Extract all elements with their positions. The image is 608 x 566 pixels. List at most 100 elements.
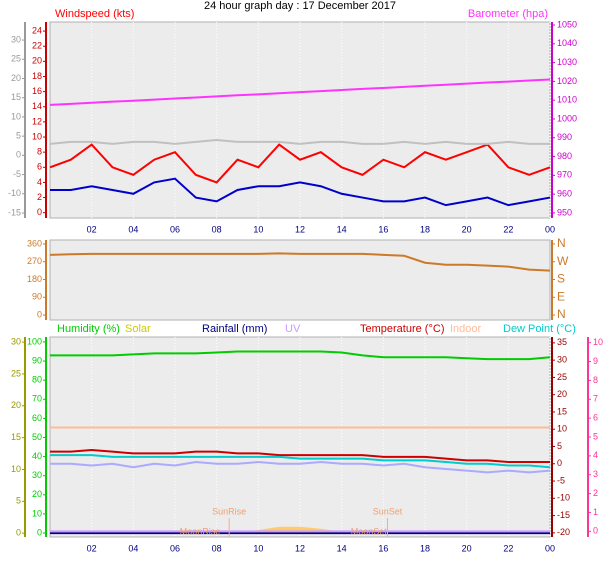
y-tick-label: 0 [37,309,42,319]
legend-label: Humidity (%) [57,323,120,335]
series-line [49,78,551,106]
y-tick-label: 22 [32,41,42,51]
y-tick-label: -15 [8,207,21,217]
y-tick-label: 990 [557,132,572,142]
y-tick-label: -10 [557,493,570,503]
series-line [50,350,551,361]
y-tick-label: E [557,289,565,303]
y-tick-label: 80 [32,375,42,385]
y-tick-label: S [557,272,565,286]
y-tick-label: 3 [593,469,598,479]
y-tick-label: 25 [557,372,567,382]
x-tick-label: 20 [462,543,472,553]
series-line [49,252,551,272]
y-tick-label: 6 [37,162,42,172]
y-tick-label: 1000 [557,113,577,123]
y-tick-label: 20 [32,489,42,499]
y-tick-label: 180 [27,274,42,284]
y-tick-label: 0 [37,207,42,217]
y-tick-label: W [557,254,569,268]
y-tick-label: 2 [593,488,598,498]
x-tick-label: 06 [170,224,180,234]
y-tick-label: 90 [32,355,42,365]
x-tick-label: 08 [212,224,222,234]
y-tick-label: N [557,307,566,321]
y-tick-label: 1020 [557,76,577,86]
legend-label: Indoor [450,323,482,335]
y-tick-label: 1040 [557,38,577,48]
y-tick-label: 24 [32,25,42,35]
y-tick-label: 960 [557,189,572,199]
legend-label: Dew Point (°C) [503,323,576,335]
y-tick-label: 20 [32,56,42,66]
y-tick-label: 70 [32,394,42,404]
x-tick-label: 18 [420,543,430,553]
y-tick-label: 1010 [557,95,577,105]
x-tick-label: 10 [253,224,263,234]
y-tick-label: 10 [11,111,21,121]
y-tick-label: 0 [16,528,21,538]
y-tick-label: 30 [557,355,567,365]
x-tick-label: 00 [545,543,555,553]
y-tick-label: 35 [557,337,567,347]
x-tick-label: 02 [87,543,97,553]
y-tick-label: 360 [27,238,42,248]
y-tick-label: -15 [557,510,570,520]
x-tick-label: 20 [462,224,472,234]
y-tick-label: 25 [11,368,21,378]
y-tick-label: 30 [11,336,21,346]
y-tick-label: 20 [557,389,567,399]
x-tick-label: 22 [503,543,513,553]
legend-label: Rainfall (mm) [202,323,267,335]
y-tick-label: 30 [11,34,21,44]
legend-label: Solar [125,323,151,335]
series-line [50,454,551,469]
annotation: SunSet [373,506,403,516]
legend-label: Temperature (°C) [360,323,444,335]
y-tick-label: 980 [557,151,572,161]
x-tick-label: 04 [128,543,138,553]
y-tick-label: 10 [557,424,567,434]
area [50,526,550,534]
y-tick-label: 15 [557,406,567,416]
y-tick-label: 18 [32,71,42,81]
x-tick-label: 10 [253,543,263,553]
x-tick-label: 22 [503,224,513,234]
y-tick-label: 12 [32,116,42,126]
plot-area [49,21,551,219]
annotation: MoonSet [351,526,388,536]
y-tick-label: 10 [593,337,603,347]
y-tick-label: 60 [32,413,42,423]
y-tick-label: 20 [11,73,21,83]
y-tick-label: 7 [593,394,598,404]
series-line [50,177,551,207]
y-tick-label: 270 [27,256,42,266]
x-tick-label: 00 [545,224,555,234]
y-tick-label: 0 [16,150,21,160]
y-tick-label: 10 [32,508,42,518]
y-tick-label: 1050 [557,19,577,29]
x-tick-label: 02 [87,224,97,234]
y-tick-label: 30 [32,470,42,480]
y-tick-label: 50 [32,432,42,442]
plot-area [49,239,551,321]
series-line [49,143,551,184]
y-tick-label: 100 [27,336,42,346]
x-tick-label: 16 [378,543,388,553]
y-tick-label: -20 [557,527,570,537]
y-tick-label: 0 [593,526,598,536]
y-tick-label: -5 [13,169,21,179]
y-tick-label: 40 [32,451,42,461]
legend-label: UV [285,323,301,335]
y-tick-label: 90 [32,292,42,302]
y-tick-label: 8 [593,375,598,385]
x-tick-label: 14 [337,543,347,553]
legend-label: Windspeed (kts) [55,8,134,20]
annotation: MoonRise [180,526,221,536]
y-tick-label: 950 [557,207,572,217]
annotation: SunRise [212,506,246,516]
y-tick-label: 5 [557,441,562,451]
y-tick-label: 16 [32,86,42,96]
x-tick-label: 16 [378,224,388,234]
